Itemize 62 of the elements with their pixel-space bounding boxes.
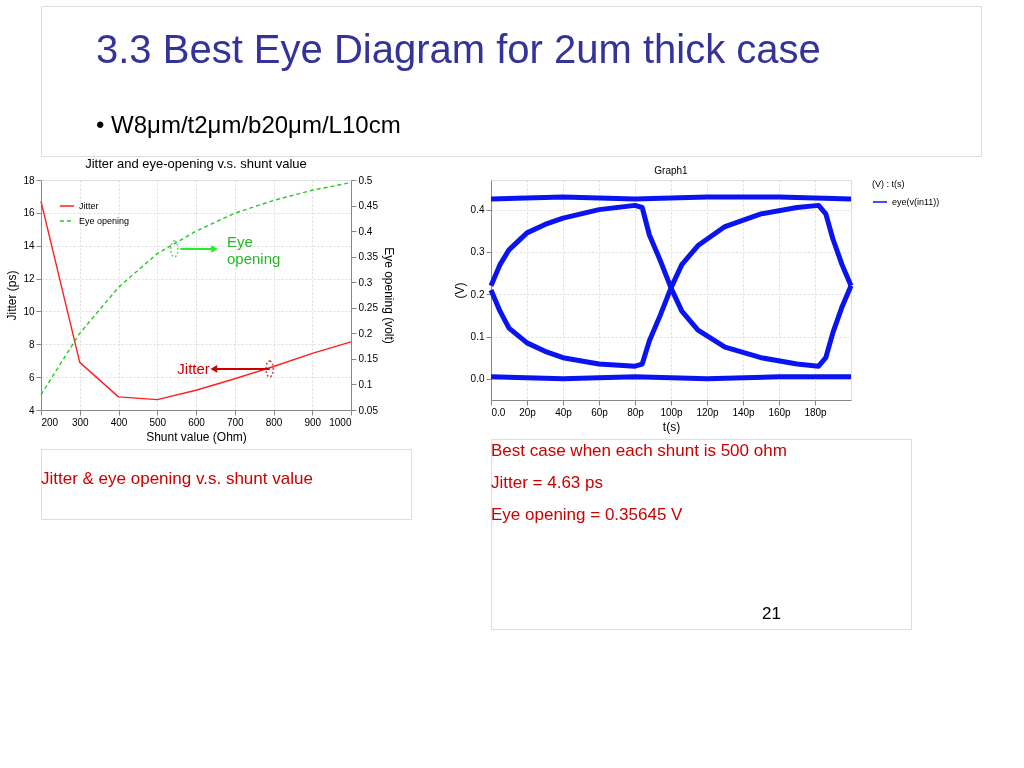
y-tick-label: 10 <box>23 305 35 317</box>
y-tick-label: 0.1 <box>470 331 485 343</box>
y-tick-label: 6 <box>28 371 35 383</box>
y-tick-label: 16 <box>23 207 35 219</box>
x-tick-label: 120p <box>696 406 720 418</box>
text: Best case when each shunt is 500 ohm <box>491 441 787 460</box>
x-tick-label: 500 <box>149 416 167 428</box>
x-tick-label: 100p <box>660 406 684 418</box>
legend-label: eye(v(in11)) <box>892 197 940 207</box>
y2-tick-label: 0.05 <box>358 404 379 416</box>
y-tick-label: 18 <box>23 174 35 186</box>
x-tick-label: 800 <box>265 416 283 428</box>
chart-title: Jitter and eye-opening v.s. shunt value <box>85 156 307 171</box>
x-tick-label: 180p <box>804 406 828 418</box>
y2-tick-label: 0.25 <box>358 302 379 314</box>
legend-label: Eye opening <box>79 216 130 226</box>
y2-tick-label: 0.4 <box>358 225 373 237</box>
text: 3.3 Best Eye Diagram for 2um thick case <box>96 27 821 71</box>
y2-tick-label: 0.15 <box>358 353 379 365</box>
y2-tick-label: 0.2 <box>358 327 373 339</box>
x-tick-label: 40p <box>555 406 573 418</box>
y-tick-label: 14 <box>23 240 35 252</box>
x-tick-label: 1000 <box>329 416 352 428</box>
x-tick-label: 700 <box>226 416 245 428</box>
annotation: Jitter <box>177 359 210 377</box>
y-tick-label: 4 <box>28 404 35 416</box>
text: Jitter & eye opening v.s. shunt value <box>41 469 313 488</box>
x-tick-label: 600 <box>188 416 206 428</box>
x-tick-label: 300 <box>71 416 90 428</box>
text: Jitter = 4.63 ps <box>491 473 603 492</box>
y2-tick-label: 0.45 <box>358 200 379 212</box>
y2-tick-label: 0.3 <box>358 276 373 288</box>
x-tick-label: 60p <box>591 406 609 418</box>
x-tick-label: 80p <box>627 406 645 418</box>
text: 21 <box>762 604 781 623</box>
x-tick-label: 0.0 <box>491 406 506 418</box>
x-axis-title: t(s) <box>662 419 681 434</box>
x-tick-label: 160p <box>768 406 792 418</box>
y2-axis-title: Eye opening (volt) <box>381 247 396 344</box>
legend-title: (V) : t(s) <box>872 179 905 189</box>
y-axis-title: Jitter (ps) <box>5 270 20 321</box>
annotation: Eye opening <box>227 233 281 268</box>
x-tick-label: 900 <box>304 416 322 428</box>
legend-label: Jitter <box>79 201 99 211</box>
y-tick-label: 0.3 <box>470 246 485 258</box>
y-axis-title: (V) <box>452 282 467 299</box>
y2-tick-label: 0.5 <box>358 174 373 186</box>
y2-tick-label: 0.1 <box>358 378 373 390</box>
text: • W8μm/t2μm/b20μm/L10cm <box>96 111 401 138</box>
y2-tick-label: 0.35 <box>358 251 379 263</box>
chart-title: Graph1 <box>654 165 689 176</box>
y-tick-label: 0.2 <box>470 288 485 300</box>
y-tick-label: 8 <box>28 338 35 350</box>
y-tick-label: 12 <box>23 273 35 285</box>
x-tick-label: 200 <box>41 416 59 428</box>
x-tick-label: 20p <box>519 406 537 418</box>
y-tick-label: 0.0 <box>470 373 485 385</box>
x-axis-title: Shunt value (Ohm) <box>146 429 247 444</box>
text: Eye opening = 0.35645 V <box>491 505 684 524</box>
x-tick-label: 140p <box>732 406 756 418</box>
y-tick-label: 0.4 <box>470 204 485 216</box>
x-tick-label: 400 <box>110 416 128 428</box>
